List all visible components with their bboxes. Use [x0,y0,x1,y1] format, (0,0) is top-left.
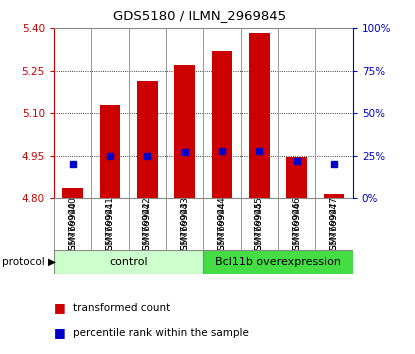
Bar [324,194,344,198]
Bar [249,33,270,198]
Bar [286,157,307,198]
Bar [54,250,203,274]
Text: ■: ■ [54,326,66,339]
Text: GSM769943: GSM769943 [180,196,189,251]
Bar [174,65,195,198]
Text: percentile rank within the sample: percentile rank within the sample [73,328,249,338]
Text: ■: ■ [54,302,66,314]
Text: transformed count: transformed count [73,303,170,313]
Text: protocol ▶: protocol ▶ [2,257,56,267]
Text: GSM769946: GSM769946 [292,196,301,251]
Bar [137,81,158,198]
Bar [203,250,353,274]
Bar [62,188,83,198]
Text: GDS5180 / ILMN_2969845: GDS5180 / ILMN_2969845 [112,9,286,22]
Text: GSM769942: GSM769942 [143,196,152,251]
Bar [212,51,232,198]
Text: control: control [109,257,148,267]
Bar [100,105,120,198]
Text: GSM769945: GSM769945 [255,196,264,251]
Text: GSM769944: GSM769944 [217,196,227,251]
Text: Bcl11b overexpression: Bcl11b overexpression [215,257,341,267]
Text: GSM769941: GSM769941 [105,196,115,251]
Text: GSM769947: GSM769947 [330,196,339,251]
Text: GSM769940: GSM769940 [68,196,77,251]
